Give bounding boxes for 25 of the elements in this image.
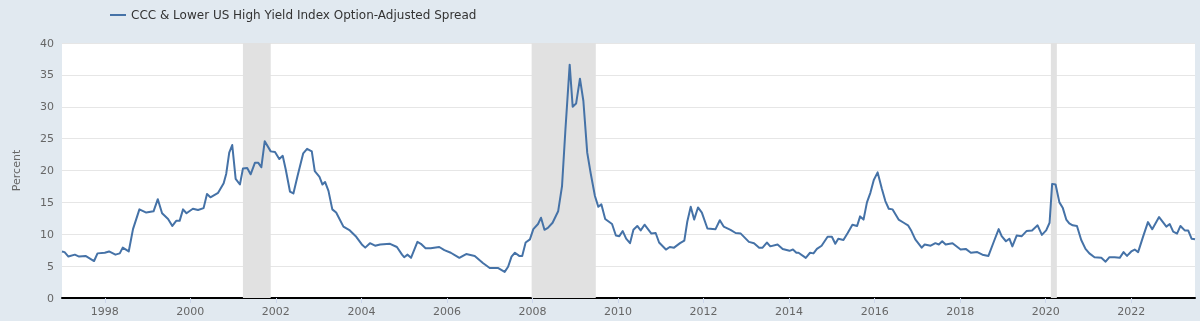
x-tick-label: 2006 — [432, 305, 461, 318]
x-tick-label: 2004 — [347, 305, 376, 318]
y-tick-label: 25 — [40, 132, 54, 146]
y-tick-label: 10 — [40, 227, 54, 241]
y-tick-label: 20 — [40, 164, 54, 177]
x-tick-label: 2008 — [518, 305, 547, 318]
x-tick-label: 2018 — [946, 305, 975, 318]
y-tick-label: 5 — [47, 259, 54, 273]
x-tick-label: 1998 — [90, 305, 119, 318]
x-tick-label: 2016 — [860, 305, 889, 318]
x-tick-label: 2000 — [176, 305, 205, 318]
y-tick-label: 0 — [47, 291, 54, 305]
y-axis-title: Percent — [10, 149, 23, 192]
y-tick-label: 15 — [40, 195, 54, 209]
x-tick-label: 2022 — [1117, 305, 1146, 318]
x-tick-label: 2010 — [604, 305, 633, 318]
x-tick-label: 2002 — [261, 305, 290, 318]
legend-label: CCC & Lower US High Yield Index Option-Adjusted Spread — [131, 8, 477, 22]
x-tick-label: 2020 — [1031, 305, 1060, 318]
y-tick-label: 35 — [40, 68, 54, 82]
line-series — [61, 63, 1196, 273]
x-tick-label: 2014 — [775, 305, 804, 318]
x-tick-label: 2012 — [689, 305, 718, 318]
y-tick-label: 30 — [40, 100, 54, 114]
y-tick-label: 40 — [40, 36, 54, 50]
